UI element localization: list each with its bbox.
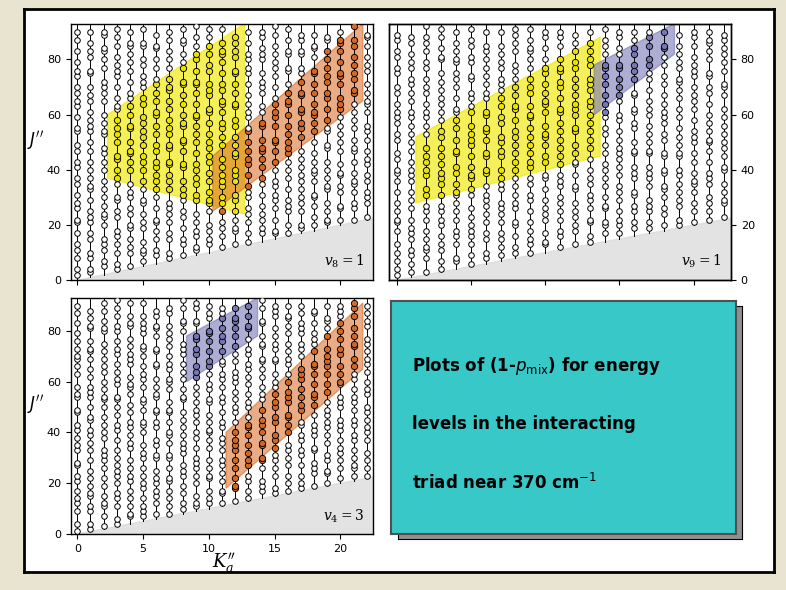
Polygon shape bbox=[186, 298, 258, 382]
Text: $v_9 = 1$: $v_9 = 1$ bbox=[681, 253, 721, 270]
Y-axis label: $J''$: $J''$ bbox=[28, 129, 44, 152]
Polygon shape bbox=[108, 24, 244, 214]
Text: $v_4 = 3$: $v_4 = 3$ bbox=[323, 507, 364, 525]
Text: $v_8 = 1$: $v_8 = 1$ bbox=[324, 253, 364, 270]
Polygon shape bbox=[77, 218, 373, 280]
Polygon shape bbox=[226, 303, 363, 489]
Polygon shape bbox=[416, 37, 601, 203]
Polygon shape bbox=[396, 218, 731, 280]
Text: $K_a''$: $K_a''$ bbox=[212, 551, 236, 575]
Y-axis label: $J''$: $J''$ bbox=[28, 393, 44, 416]
Polygon shape bbox=[77, 477, 373, 534]
Text: triad near 370 cm$^{-1}$: triad near 370 cm$^{-1}$ bbox=[412, 473, 597, 493]
Text: Plots of (1-$p_{\rm mix}$) for energy: Plots of (1-$p_{\rm mix}$) for energy bbox=[412, 355, 661, 377]
Polygon shape bbox=[594, 24, 674, 114]
Polygon shape bbox=[213, 24, 363, 211]
Text: levels in the interacting: levels in the interacting bbox=[412, 415, 636, 434]
